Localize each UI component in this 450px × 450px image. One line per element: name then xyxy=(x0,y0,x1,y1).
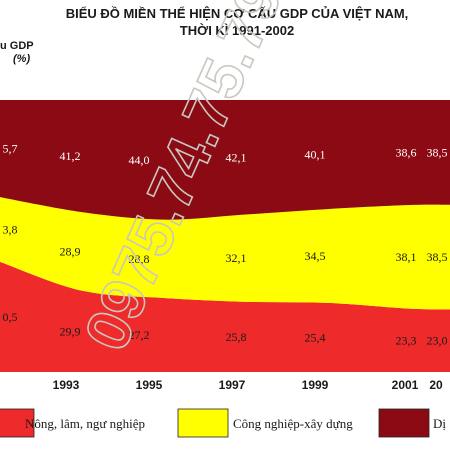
legend-swatch xyxy=(378,408,430,438)
area-series-1 xyxy=(0,261,450,372)
data-label: 27,2 xyxy=(129,328,150,342)
chart-title-line-2: THỜI KÌ 1991-2002 xyxy=(180,23,294,38)
legend-item: Công nghiệp-xây dựng xyxy=(177,408,353,438)
data-label: 38,5 xyxy=(427,145,448,159)
legend-item: Dị xyxy=(378,408,446,438)
data-label: 38,1 xyxy=(396,250,417,264)
data-label: 38,6 xyxy=(396,145,417,159)
chart-title-line-1: BIỂU ĐỒ MIỀN THỂ HIỆN CƠ CẤU GDP CỦA VIỆ… xyxy=(66,6,409,21)
data-label: 23,0 xyxy=(427,334,448,348)
data-label: 5,7 xyxy=(3,142,18,156)
y-axis-label: u GDP xyxy=(0,40,34,52)
x-tick-label: 1997 xyxy=(219,378,246,392)
legend-swatch xyxy=(177,408,229,438)
x-tick-label: 2001 xyxy=(392,378,419,392)
data-label: 28,8 xyxy=(129,252,150,266)
data-label: 25,4 xyxy=(305,330,326,344)
legend-item: Nông, lâm, ngư nghiệp xyxy=(0,408,145,438)
data-label: 38,5 xyxy=(427,250,448,264)
area-series-2 xyxy=(0,197,450,310)
plot-area xyxy=(0,100,450,372)
data-label: 28,9 xyxy=(60,244,81,258)
data-label: 40,1 xyxy=(305,148,326,162)
x-tick-label: 1999 xyxy=(302,378,329,392)
y-axis-unit: (%) xyxy=(13,53,30,65)
x-axis-ticks: 1993 1995 1997 1999 2001 20 xyxy=(53,378,443,392)
legend-label: Nông, lâm, ngư nghiệp xyxy=(25,416,145,431)
data-label: 23,3 xyxy=(396,333,417,347)
data-label: 44,0 xyxy=(129,153,150,167)
data-label: 29,9 xyxy=(60,324,81,338)
data-label: 32,1 xyxy=(226,251,247,265)
data-label: 41,2 xyxy=(60,149,81,163)
data-label: 42,1 xyxy=(226,150,247,164)
legend: Nông, lâm, ngư nghiệp Công nghiệp-xây dựn… xyxy=(0,408,446,438)
data-labels: 0,5 29,9 27,2 25,8 25,4 23,3 23,0 3,8 28,9 28,8 32… xyxy=(3,142,448,348)
legend-label: Dị xyxy=(433,416,446,431)
x-tick-label: 1995 xyxy=(136,378,163,392)
area-series-3 xyxy=(0,100,450,220)
legend-label: Công nghiệp-xây dựng xyxy=(233,416,353,431)
legend-swatch xyxy=(0,408,35,438)
data-label: 34,5 xyxy=(305,249,326,263)
data-label: 25,8 xyxy=(226,330,247,344)
x-tick-label: 20 xyxy=(429,378,443,392)
data-label: 3,8 xyxy=(3,222,18,236)
data-label: 0,5 xyxy=(3,310,18,324)
x-tick-label: 1993 xyxy=(53,378,80,392)
